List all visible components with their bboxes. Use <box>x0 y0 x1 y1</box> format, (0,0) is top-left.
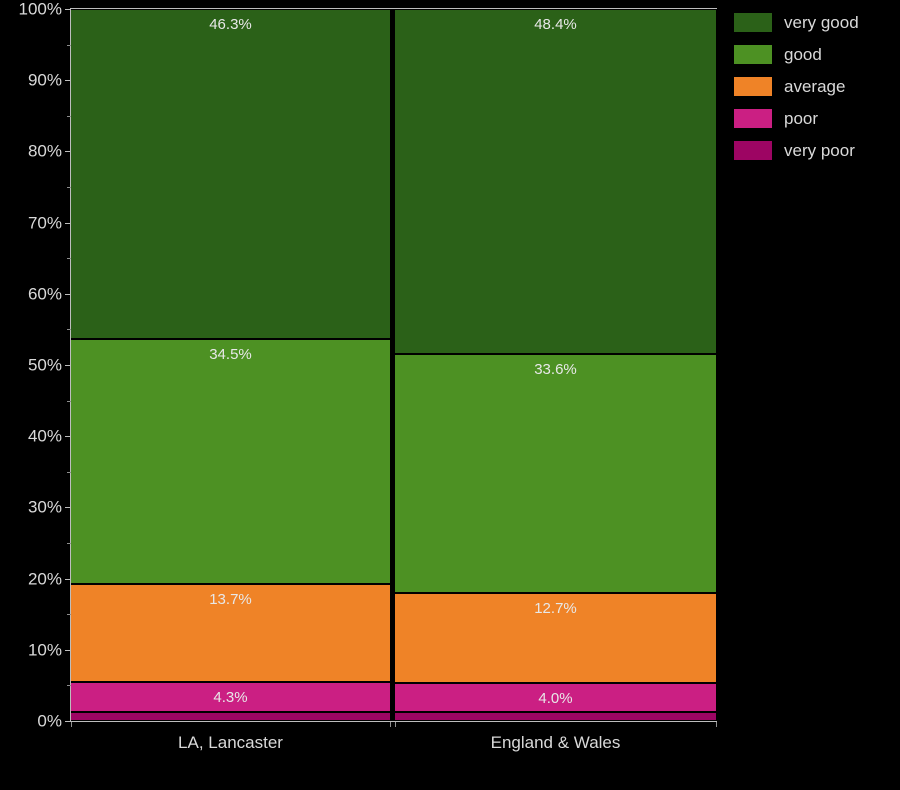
bar-segment-good[interactable]: 34.5% <box>71 338 390 585</box>
legend-label: very poor <box>784 140 855 160</box>
legend-item-good[interactable]: good <box>734 38 900 70</box>
legend: very good good average poor very poor <box>734 6 900 166</box>
y-tick-mark <box>65 507 71 508</box>
y-tick-mark-minor <box>67 116 71 117</box>
x-tick-mark <box>390 722 391 727</box>
y-tick-mark-minor <box>67 401 71 402</box>
bar-segment-very-good[interactable]: 46.3% <box>71 9 390 339</box>
y-tick-mark-minor <box>67 187 71 188</box>
segment-value-label: 4.3% <box>213 688 248 706</box>
bar-segment-poor[interactable]: 4.3% <box>71 681 390 713</box>
x-axis-label-england-wales: England & Wales <box>490 733 621 752</box>
y-tick-mark <box>65 223 71 224</box>
y-tick-label: 10% <box>27 640 62 660</box>
legend-item-very-poor[interactable]: very poor <box>734 134 900 166</box>
y-tick-label: 100% <box>18 0 62 19</box>
y-tick-mark <box>65 365 71 366</box>
y-tick-label: 20% <box>27 569 62 589</box>
y-tick-mark-minor <box>67 543 71 544</box>
y-tick-mark <box>65 579 71 580</box>
segment-value-label: 4.0% <box>538 690 573 708</box>
y-tick-mark-minor <box>67 685 71 686</box>
y-tick-label: 30% <box>27 497 62 517</box>
x-axis-label-la-lancaster: LA, Lancaster <box>178 733 283 752</box>
bar-stack-la-lancaster[interactable]: 4.3% 13.7% 34.5% 46.3% <box>71 9 390 721</box>
plot-area: 4.3% 13.7% 34.5% 46.3% 4.0% 12.7% 33.6% 48.4% <box>71 9 716 721</box>
legend-label: poor <box>784 108 819 128</box>
x-tick-mark <box>395 722 396 727</box>
y-tick-mark-minor <box>67 614 71 615</box>
segment-value-label: 12.7% <box>534 599 577 617</box>
y-tick-mark-minor <box>67 472 71 473</box>
legend-label: good <box>784 44 822 64</box>
legend-swatch-icon <box>734 140 772 160</box>
y-tick-mark <box>65 650 71 651</box>
bar-segment-very-good[interactable]: 48.4% <box>395 9 716 354</box>
bar-stack-england-wales[interactable]: 4.0% 12.7% 33.6% 48.4% <box>395 9 716 721</box>
legend-swatch-icon <box>734 44 772 64</box>
y-tick-label: 50% <box>27 355 62 375</box>
x-axis-line <box>70 721 717 722</box>
bar-segment-very-poor[interactable] <box>71 712 390 721</box>
y-tick-mark <box>65 436 71 437</box>
y-tick-mark-minor <box>67 45 71 46</box>
x-tick-mark <box>716 722 717 727</box>
y-tick-label: 40% <box>27 426 62 446</box>
y-tick-mark <box>65 9 71 10</box>
bar-segment-average[interactable]: 12.7% <box>395 592 716 684</box>
legend-swatch-icon <box>734 108 772 128</box>
legend-swatch-icon <box>734 12 772 32</box>
y-tick-label: 90% <box>27 70 62 90</box>
segment-value-label: 34.5% <box>209 345 252 363</box>
x-tick-mark <box>71 722 72 727</box>
bar-segment-poor[interactable]: 4.0% <box>395 683 716 712</box>
y-tick-mark-minor <box>67 258 71 259</box>
legend-item-very-good[interactable]: very good <box>734 6 900 38</box>
bar-segment-very-poor[interactable] <box>395 711 716 721</box>
y-tick-label: 60% <box>27 284 62 304</box>
bar-segment-average[interactable]: 13.7% <box>71 584 390 682</box>
y-tick-mark <box>65 721 71 722</box>
y-tick-mark-minor <box>67 329 71 330</box>
segment-value-label: 33.6% <box>534 360 577 378</box>
y-axis: 0% 10% 20% 30% 40% 50% 60% 70% 80% 90% 100% <box>0 0 62 790</box>
bar-segment-good[interactable]: 33.6% <box>395 353 716 593</box>
y-tick-mark <box>65 151 71 152</box>
segment-value-label: 48.4% <box>534 16 577 34</box>
legend-label: very good <box>784 12 859 32</box>
plot-top-border <box>70 8 717 9</box>
segment-value-label: 13.7% <box>209 591 252 609</box>
y-tick-mark <box>65 294 71 295</box>
legend-label: average <box>784 76 846 96</box>
y-tick-label: 70% <box>27 213 62 233</box>
y-tick-label: 0% <box>37 711 62 731</box>
segment-value-label: 46.3% <box>209 16 252 34</box>
legend-item-poor[interactable]: poor <box>734 102 900 134</box>
y-tick-mark <box>65 80 71 81</box>
legend-swatch-icon <box>734 76 772 96</box>
legend-item-average[interactable]: average <box>734 70 900 102</box>
y-tick-label: 80% <box>27 141 62 161</box>
